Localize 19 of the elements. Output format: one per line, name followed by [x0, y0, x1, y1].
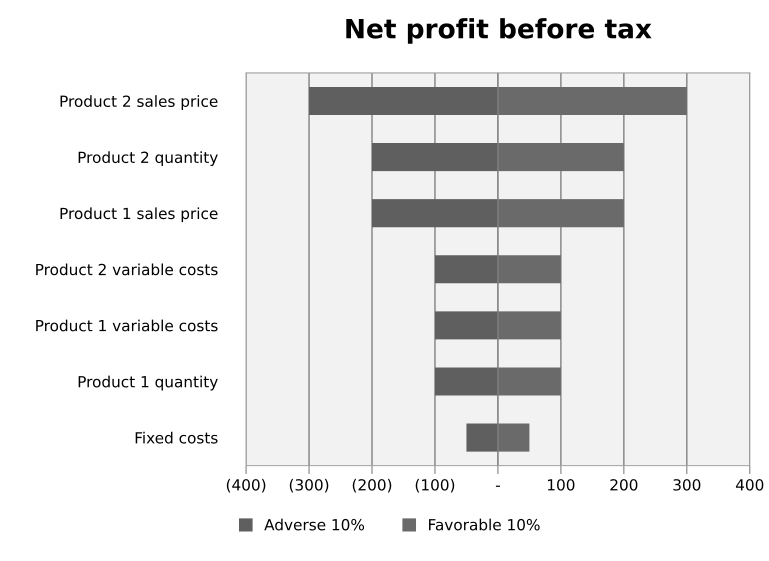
y-tick-label: Product 2 sales price [60, 95, 218, 110]
x-tick-label: (400) [226, 478, 266, 492]
x-tick-label: (100) [416, 478, 454, 492]
x-tick-label: 200 [610, 479, 638, 491]
y-tick-label: Product 1 quantity [78, 376, 218, 390]
y-tick-label: Product 2 quantity [78, 151, 218, 166]
x-tick-label: (300) [290, 478, 328, 492]
y-tick-label: Product 1 variable costs [36, 320, 218, 332]
y-tick-label: Product 1 sales price [60, 207, 218, 222]
x-tick-label: 300 [673, 479, 700, 491]
chart-title: Net profit before tax [346, 18, 652, 44]
x-tick-label: 100 [548, 479, 574, 491]
legend-label: Adverse 10% [264, 518, 364, 530]
x-tick-label: (200) [352, 478, 392, 492]
y-tick-label: Product 2 variable costs [36, 263, 218, 276]
x-tick-label: 400 [736, 479, 764, 491]
legend-label: Favorable 10% [429, 518, 540, 530]
y-tick-label: Fixed costs [136, 432, 218, 444]
x-tick-label: - [496, 486, 500, 487]
